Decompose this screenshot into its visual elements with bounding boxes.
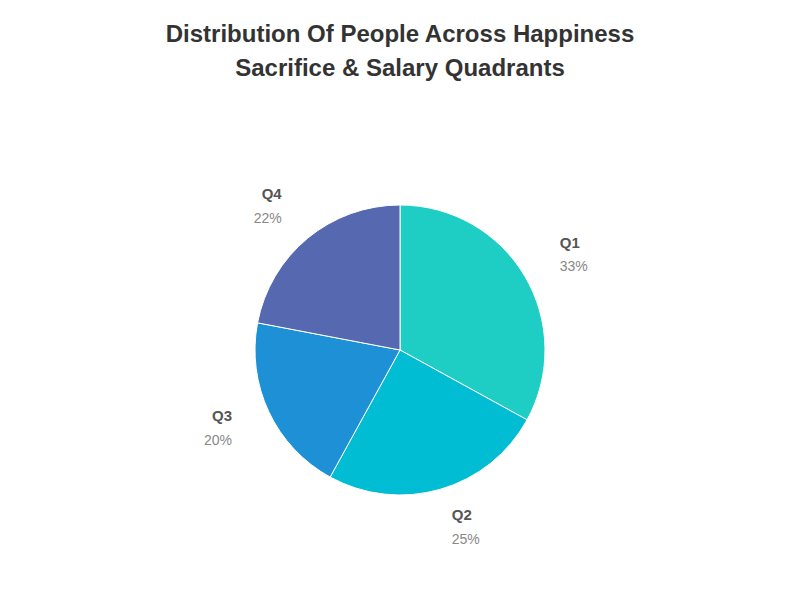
category-label: Q2 xyxy=(452,506,472,523)
pie xyxy=(255,205,545,495)
chart-svg: Distribution Of People Across Happiness S… xyxy=(0,0,800,600)
subtitle: Sacrifice & Salary Quadrants xyxy=(235,54,564,81)
labels: Q1 33% Q2 25% Q3 20% Q4 22% xyxy=(204,185,588,547)
title: Distribution Of People Across Happiness xyxy=(166,20,635,47)
value-label: 22% xyxy=(254,210,282,226)
category-label: Q3 xyxy=(212,407,232,424)
value-label: 33% xyxy=(560,258,588,274)
pie-slice xyxy=(258,205,400,350)
value-label: 25% xyxy=(452,531,480,547)
value-label: 20% xyxy=(204,432,232,448)
category-label: Q4 xyxy=(262,185,283,202)
category-label: Q1 xyxy=(560,233,580,250)
